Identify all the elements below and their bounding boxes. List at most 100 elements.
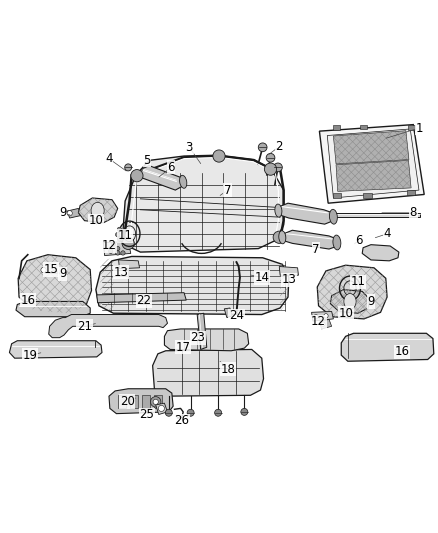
Text: 4: 4 xyxy=(105,152,113,165)
Circle shape xyxy=(67,211,72,216)
Polygon shape xyxy=(224,308,232,318)
Circle shape xyxy=(213,150,225,162)
Polygon shape xyxy=(96,256,289,314)
Ellipse shape xyxy=(275,204,282,217)
Text: 26: 26 xyxy=(174,414,189,427)
Text: 19: 19 xyxy=(23,349,38,361)
Bar xyxy=(360,125,367,129)
Text: 7: 7 xyxy=(224,183,231,197)
Circle shape xyxy=(122,237,134,249)
Polygon shape xyxy=(155,403,167,415)
Polygon shape xyxy=(16,302,90,317)
Polygon shape xyxy=(319,319,332,329)
Circle shape xyxy=(274,163,283,172)
Text: 20: 20 xyxy=(120,395,135,408)
Polygon shape xyxy=(336,160,411,191)
Text: 16: 16 xyxy=(395,345,410,358)
Text: 12: 12 xyxy=(311,316,326,328)
Polygon shape xyxy=(311,311,333,321)
Text: 15: 15 xyxy=(43,263,58,276)
Bar xyxy=(408,125,415,130)
Text: 3: 3 xyxy=(186,141,193,154)
Ellipse shape xyxy=(180,175,187,188)
Circle shape xyxy=(215,409,222,416)
Text: 1: 1 xyxy=(415,122,423,135)
Text: 10: 10 xyxy=(88,214,103,227)
Polygon shape xyxy=(164,329,249,351)
Circle shape xyxy=(324,313,328,318)
Text: 5: 5 xyxy=(143,154,151,167)
Bar xyxy=(407,190,416,195)
Polygon shape xyxy=(362,245,399,261)
Polygon shape xyxy=(279,203,333,224)
Text: 13: 13 xyxy=(282,273,296,286)
Circle shape xyxy=(273,231,286,244)
Polygon shape xyxy=(333,131,409,164)
Text: 18: 18 xyxy=(220,362,235,376)
Bar xyxy=(363,193,372,198)
Circle shape xyxy=(117,237,122,241)
Circle shape xyxy=(111,242,116,246)
Text: 17: 17 xyxy=(176,341,191,354)
Polygon shape xyxy=(341,333,434,361)
Polygon shape xyxy=(109,389,173,414)
Circle shape xyxy=(153,399,158,405)
Circle shape xyxy=(266,154,275,162)
Ellipse shape xyxy=(333,235,341,250)
Polygon shape xyxy=(327,129,419,198)
Polygon shape xyxy=(67,208,81,218)
Circle shape xyxy=(314,314,318,319)
Polygon shape xyxy=(97,293,186,303)
Ellipse shape xyxy=(279,231,286,244)
Circle shape xyxy=(109,249,113,253)
Polygon shape xyxy=(327,213,420,217)
Text: 11: 11 xyxy=(350,275,365,288)
Polygon shape xyxy=(140,166,183,190)
Circle shape xyxy=(265,163,277,175)
Circle shape xyxy=(187,409,194,416)
Polygon shape xyxy=(197,313,207,350)
Text: 22: 22 xyxy=(136,295,152,308)
Text: 6: 6 xyxy=(167,161,175,174)
Polygon shape xyxy=(283,230,338,249)
Text: 4: 4 xyxy=(383,227,391,240)
Circle shape xyxy=(150,397,161,407)
Polygon shape xyxy=(10,341,102,358)
Ellipse shape xyxy=(91,203,104,219)
Text: 11: 11 xyxy=(118,229,133,243)
Text: 6: 6 xyxy=(355,234,363,247)
Text: 9: 9 xyxy=(59,268,67,280)
Polygon shape xyxy=(317,265,387,319)
Bar xyxy=(333,125,340,130)
Polygon shape xyxy=(123,155,284,252)
Text: 23: 23 xyxy=(191,331,205,344)
Polygon shape xyxy=(330,289,370,313)
Polygon shape xyxy=(119,260,140,269)
Bar xyxy=(332,193,341,198)
Text: 7: 7 xyxy=(312,243,320,255)
Polygon shape xyxy=(279,266,298,275)
Circle shape xyxy=(241,408,248,415)
Bar xyxy=(118,395,126,408)
Polygon shape xyxy=(319,125,424,203)
Circle shape xyxy=(158,405,164,411)
Polygon shape xyxy=(152,350,264,396)
Polygon shape xyxy=(18,255,92,313)
Circle shape xyxy=(116,246,120,251)
Text: 8: 8 xyxy=(410,206,417,219)
Circle shape xyxy=(116,232,120,237)
Text: 21: 21 xyxy=(77,320,92,333)
Ellipse shape xyxy=(329,209,337,224)
Text: 10: 10 xyxy=(338,306,353,320)
Polygon shape xyxy=(49,314,167,338)
Ellipse shape xyxy=(344,294,356,309)
Text: 14: 14 xyxy=(254,271,269,284)
Polygon shape xyxy=(103,241,131,256)
Bar xyxy=(130,395,138,408)
Text: 9: 9 xyxy=(59,206,67,219)
Text: 9: 9 xyxy=(367,295,374,308)
Text: 2: 2 xyxy=(276,140,283,153)
Text: 13: 13 xyxy=(113,265,128,279)
Text: 24: 24 xyxy=(229,309,244,322)
Circle shape xyxy=(165,409,172,416)
